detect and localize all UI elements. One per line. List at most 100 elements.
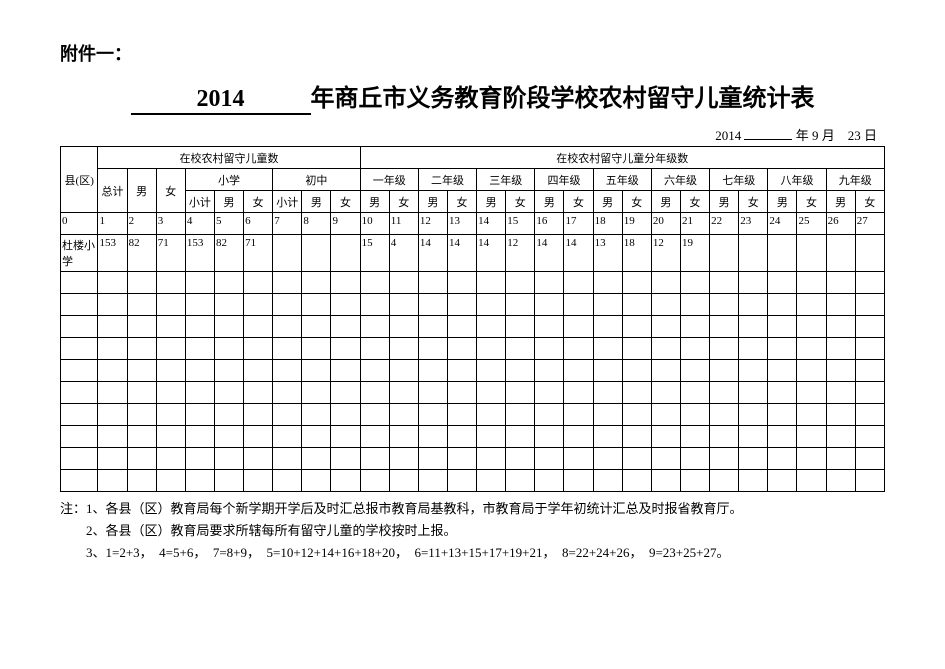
table-row	[61, 272, 885, 294]
cell	[593, 338, 622, 360]
date-sep1: 年	[796, 128, 809, 143]
cell	[651, 448, 680, 470]
cell-county	[61, 470, 98, 492]
cell	[156, 294, 185, 316]
cell	[855, 360, 884, 382]
th-g6-female: 女	[680, 191, 709, 213]
cell: 82	[127, 235, 156, 272]
cell	[651, 294, 680, 316]
th-group-left: 在校农村留守儿童数	[98, 147, 360, 169]
cell-county	[61, 294, 98, 316]
cell: 14	[418, 235, 447, 272]
cell	[302, 235, 331, 272]
th-g5-female: 女	[622, 191, 651, 213]
cell	[273, 448, 302, 470]
cell	[447, 338, 476, 360]
table-row	[61, 360, 885, 382]
cell	[447, 470, 476, 492]
cell	[185, 294, 214, 316]
cell	[214, 382, 243, 404]
th-g9: 九年级	[826, 169, 884, 191]
cell	[593, 360, 622, 382]
cell	[739, 404, 768, 426]
cell	[302, 294, 331, 316]
cell: 6	[244, 213, 273, 235]
th-primary-female: 女	[244, 191, 273, 213]
cell	[593, 294, 622, 316]
cell	[244, 404, 273, 426]
cell	[185, 426, 214, 448]
cell: 12	[651, 235, 680, 272]
cell	[622, 448, 651, 470]
cell	[477, 272, 506, 294]
cell	[127, 382, 156, 404]
date-day: 23	[848, 128, 861, 143]
cell	[273, 360, 302, 382]
cell	[506, 426, 535, 448]
cell	[477, 294, 506, 316]
cell	[127, 272, 156, 294]
cell	[506, 316, 535, 338]
cell	[680, 338, 709, 360]
cell	[622, 316, 651, 338]
cell	[535, 338, 564, 360]
cell	[564, 294, 593, 316]
cell: 19	[680, 235, 709, 272]
th-g3-male: 男	[477, 191, 506, 213]
cell	[273, 470, 302, 492]
cell	[127, 448, 156, 470]
cell	[185, 404, 214, 426]
cell	[506, 448, 535, 470]
cell-county	[61, 426, 98, 448]
cell	[651, 316, 680, 338]
th-g1-female: 女	[389, 191, 418, 213]
cell	[418, 404, 447, 426]
cell	[826, 272, 855, 294]
cell	[214, 448, 243, 470]
cell: 14	[564, 235, 593, 272]
cell	[506, 382, 535, 404]
cell	[855, 470, 884, 492]
cell: 71	[244, 235, 273, 272]
th-g3-female: 女	[506, 191, 535, 213]
cell	[680, 470, 709, 492]
cell-county: 0	[61, 213, 98, 235]
cell	[477, 470, 506, 492]
cell	[331, 235, 360, 272]
th-g7-male: 男	[710, 191, 739, 213]
cell	[127, 338, 156, 360]
th-g9-female: 女	[855, 191, 884, 213]
th-g7: 七年级	[710, 169, 768, 191]
cell: 14	[477, 235, 506, 272]
th-county: 县(区)	[61, 147, 98, 213]
cell	[855, 338, 884, 360]
cell	[768, 404, 797, 426]
cell	[389, 294, 418, 316]
cell: 8	[302, 213, 331, 235]
cell	[826, 338, 855, 360]
cell: 10	[360, 213, 389, 235]
stats-table: 县(区) 在校农村留守儿童数 在校农村留守儿童分年级数 总计 男 女 小学 初中…	[60, 146, 885, 492]
cell	[768, 316, 797, 338]
cell	[710, 404, 739, 426]
cell	[447, 404, 476, 426]
cell	[447, 382, 476, 404]
th-group-right: 在校农村留守儿童分年级数	[360, 147, 884, 169]
cell	[360, 448, 389, 470]
cell: 7	[273, 213, 302, 235]
th-g2: 二年级	[418, 169, 476, 191]
cell: 12	[418, 213, 447, 235]
cell	[98, 294, 127, 316]
cell	[302, 448, 331, 470]
th-g4-male: 男	[535, 191, 564, 213]
cell: 2	[127, 213, 156, 235]
cell: 3	[156, 213, 185, 235]
cell: 27	[855, 213, 884, 235]
cell	[477, 360, 506, 382]
cell	[273, 272, 302, 294]
cell	[797, 235, 826, 272]
cell	[360, 338, 389, 360]
th-middle-female: 女	[331, 191, 360, 213]
cell	[680, 448, 709, 470]
cell	[680, 404, 709, 426]
